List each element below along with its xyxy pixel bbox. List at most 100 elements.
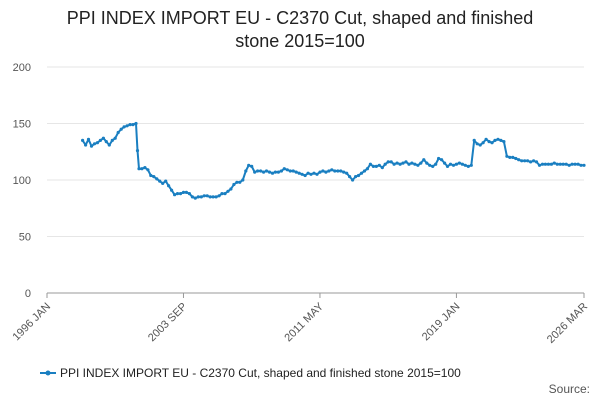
data-point (520, 159, 524, 163)
data-point (291, 169, 295, 173)
data-point (484, 137, 488, 141)
data-point (532, 159, 536, 163)
data-point (398, 162, 402, 166)
data-point (312, 171, 316, 175)
data-point (244, 169, 248, 173)
data-point (229, 187, 233, 191)
data-point (238, 180, 242, 184)
data-point (552, 161, 556, 165)
data-point (348, 175, 352, 179)
data-point (359, 171, 364, 175)
data-point (81, 138, 85, 142)
data-point (469, 163, 473, 167)
data-point (267, 170, 272, 174)
data-point (546, 162, 551, 166)
data-point (276, 170, 280, 174)
data-point (318, 170, 322, 174)
data-point (413, 162, 417, 166)
data-point (137, 167, 141, 171)
data-point (401, 161, 405, 165)
data-point (481, 141, 485, 145)
data-point (155, 177, 159, 181)
data-point (517, 158, 521, 162)
data-point (443, 161, 447, 165)
data-point (175, 192, 180, 196)
data-point (309, 172, 313, 176)
x-tick-label: 1996 JAN (10, 301, 53, 344)
data-point (122, 125, 126, 129)
data-point (333, 169, 337, 173)
data-point (410, 161, 414, 165)
data-point (336, 169, 340, 173)
data-point (555, 162, 559, 166)
data-point (342, 170, 346, 174)
data-point (131, 123, 135, 127)
data-point (158, 179, 162, 183)
data-point (205, 194, 209, 198)
data-point (250, 164, 254, 168)
data-point (181, 190, 186, 194)
data-point (95, 141, 99, 145)
data-point (128, 123, 132, 127)
data-point (270, 171, 275, 175)
data-point (161, 181, 165, 185)
y-axis-ticks: 0 50 100 150 200 (13, 62, 31, 300)
data-point (190, 195, 194, 199)
series-layer (81, 121, 586, 200)
data-point (208, 195, 212, 199)
data-point (534, 160, 539, 164)
data-point (505, 154, 509, 158)
data-point (173, 193, 177, 197)
data-point (259, 169, 263, 173)
data-point (511, 155, 515, 159)
data-point (529, 160, 533, 164)
data-point (152, 175, 156, 179)
data-point (365, 167, 369, 171)
y-tick-label: 0 (25, 288, 31, 300)
data-point (330, 168, 334, 172)
data-point (279, 169, 283, 173)
data-point (241, 178, 245, 182)
chart-title-line-1: PPI INDEX IMPORT EU - C2370 Cut, shaped … (67, 8, 534, 28)
data-point (264, 169, 269, 173)
data-point (149, 173, 153, 178)
x-tick-label: 2019 JAN (420, 301, 463, 344)
data-point (285, 168, 289, 172)
data-point (472, 138, 476, 142)
data-point (356, 173, 361, 178)
data-point (226, 189, 230, 193)
data-point (407, 162, 411, 166)
data-point (457, 161, 461, 165)
data-point (170, 188, 174, 192)
data-point (351, 178, 355, 182)
data-point (140, 167, 144, 171)
data-point (119, 127, 123, 131)
data-point (508, 155, 512, 159)
data-point (564, 162, 568, 166)
data-point (380, 166, 384, 170)
data-point (558, 162, 562, 166)
data-point (164, 179, 168, 183)
data-point (496, 137, 500, 141)
source-label: Source: (549, 382, 590, 396)
data-point (549, 162, 554, 166)
data-point (167, 184, 171, 188)
data-point (499, 138, 503, 142)
data-point (101, 136, 105, 140)
data-point (214, 195, 218, 199)
data-point (371, 164, 375, 168)
data-point (294, 170, 298, 174)
data-point (84, 143, 88, 147)
data-point (107, 143, 111, 147)
data-point (199, 195, 203, 199)
data-point (582, 163, 586, 167)
data-point (490, 141, 494, 145)
data-point (178, 192, 183, 196)
data-point (217, 194, 221, 198)
data-point (425, 161, 429, 165)
data-point (211, 195, 215, 199)
data-point (374, 164, 378, 168)
data-point (235, 180, 239, 184)
data-point (431, 164, 435, 168)
